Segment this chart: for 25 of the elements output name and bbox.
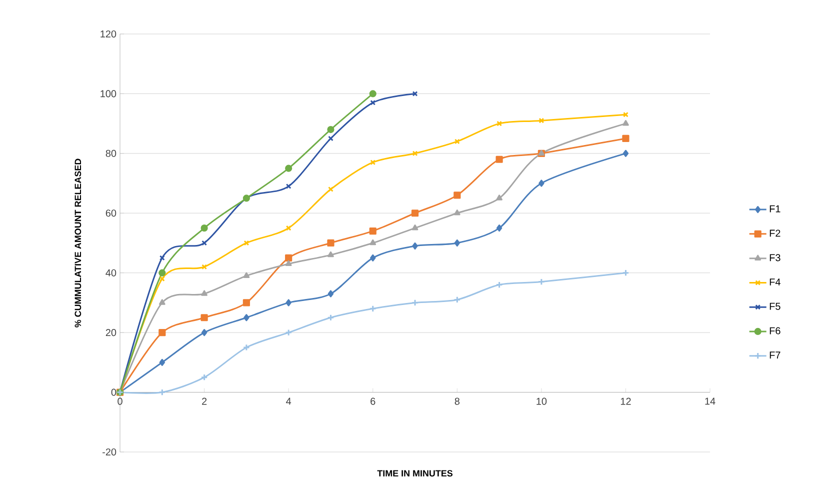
legend-label: F5	[770, 302, 780, 310]
y-tick-label: 100	[100, 90, 116, 98]
legend-label: F6	[770, 327, 780, 334]
x-tick-label: 0	[118, 398, 122, 405]
x-tick-label: 8	[454, 398, 460, 405]
legend-label: F7	[770, 352, 780, 359]
legend-label: F2	[770, 230, 780, 237]
y-tick-label: -20	[102, 448, 116, 456]
y-tick-label: 120	[100, 30, 116, 38]
x-tick-label: 12	[620, 398, 631, 405]
y-axis-title: % CUMMULATIVE AMOUNT RELEASED	[74, 158, 82, 328]
legend-label: F3	[770, 254, 780, 262]
x-tick-label: 6	[370, 398, 376, 405]
x-tick-label: 2	[202, 398, 207, 405]
x-tick-label: 14	[705, 398, 716, 405]
y-tick-label: 0	[111, 388, 116, 396]
x-tick-label: 10	[536, 398, 547, 405]
legend-label: F4	[770, 278, 780, 286]
y-tick-label: 60	[106, 210, 116, 217]
x-axis-title: TIME IN MINUTES	[377, 470, 453, 476]
x-tick-label: 4	[286, 398, 292, 405]
y-tick-label: 20	[106, 329, 116, 336]
y-tick-label: 40	[106, 269, 116, 276]
y-tick-label: 80	[106, 150, 116, 157]
legend-label: F1	[770, 205, 780, 212]
